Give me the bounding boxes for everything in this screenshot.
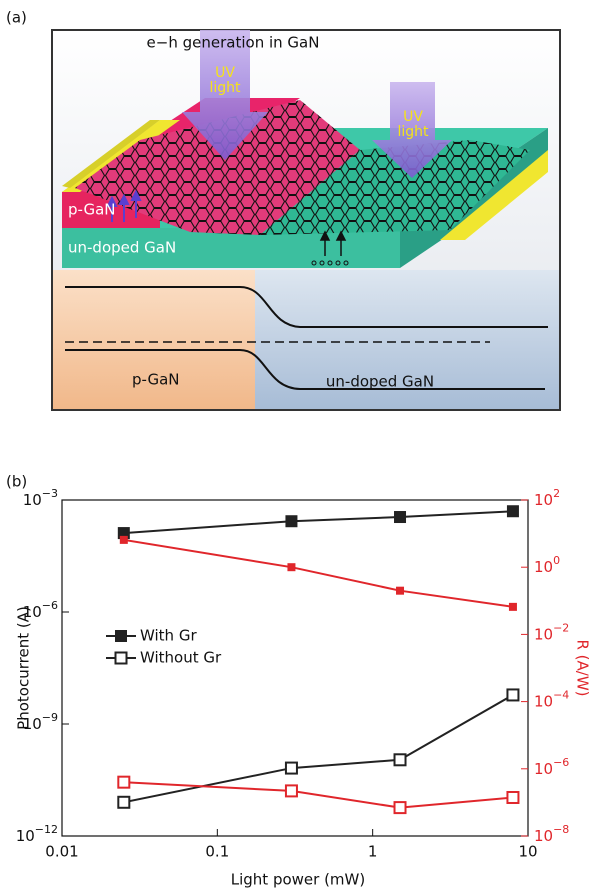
y-tick-label: 10−3: [23, 487, 58, 509]
panel-label: (a): [6, 9, 27, 27]
legend-marker: [115, 630, 127, 642]
marker: [284, 784, 298, 798]
series-line: [123, 538, 514, 608]
marker: [508, 602, 517, 611]
y2-tick-label: 102: [534, 487, 560, 509]
marker: [393, 753, 407, 767]
x-axis-label: Light power (mW): [231, 871, 365, 889]
marker: [285, 515, 298, 528]
series-line: [123, 781, 514, 809]
marker: [393, 801, 407, 815]
marker: [506, 790, 520, 804]
diagram-title: e−h generation in GaN: [147, 34, 320, 52]
marker: [506, 688, 520, 702]
y-tick-label: 10−12: [16, 823, 58, 845]
marker: [284, 761, 298, 775]
y2-tick-label: 10−4: [534, 689, 569, 711]
plot-frame: [61, 499, 529, 837]
marker: [394, 511, 407, 524]
panel-label: (b): [6, 473, 27, 491]
layer-label: p-GaN: [68, 201, 116, 219]
x-tick-label: 0.1: [205, 843, 229, 861]
marker: [117, 775, 131, 789]
marker: [396, 586, 405, 595]
marker: [287, 563, 296, 572]
band-label: p-GaN: [132, 371, 180, 389]
series-line: [123, 510, 513, 535]
y2-tick-label: 10−6: [534, 756, 569, 778]
layer-label: un-doped GaN: [68, 239, 176, 257]
device-diagram: [51, 29, 561, 411]
legend-marker: [114, 651, 128, 665]
y2-tick-label: 100: [534, 554, 560, 576]
legend-label: Without Gr: [140, 649, 222, 667]
x-tick-label: 10: [518, 843, 537, 861]
y2-tick-label: 10−8: [534, 823, 569, 845]
x-tick-label: 0.01: [45, 843, 78, 861]
marker: [117, 795, 131, 809]
uv-label: UV light: [209, 65, 241, 96]
y2-axis-label: R (A/W): [574, 639, 592, 696]
legend-label: With Gr: [140, 627, 197, 645]
y2-tick-label: 10−2: [534, 621, 569, 643]
band-label: un-doped GaN: [326, 373, 434, 391]
marker: [119, 535, 128, 544]
y-axis-label: Photocurrent (A): [15, 606, 33, 730]
y-tick-label: 10−6: [23, 599, 58, 621]
uv-label: UV light: [397, 109, 429, 140]
marker: [506, 505, 519, 518]
x-tick-label: 1: [368, 843, 378, 861]
y-tick-label: 10−9: [23, 711, 58, 733]
series-line: [123, 694, 514, 804]
